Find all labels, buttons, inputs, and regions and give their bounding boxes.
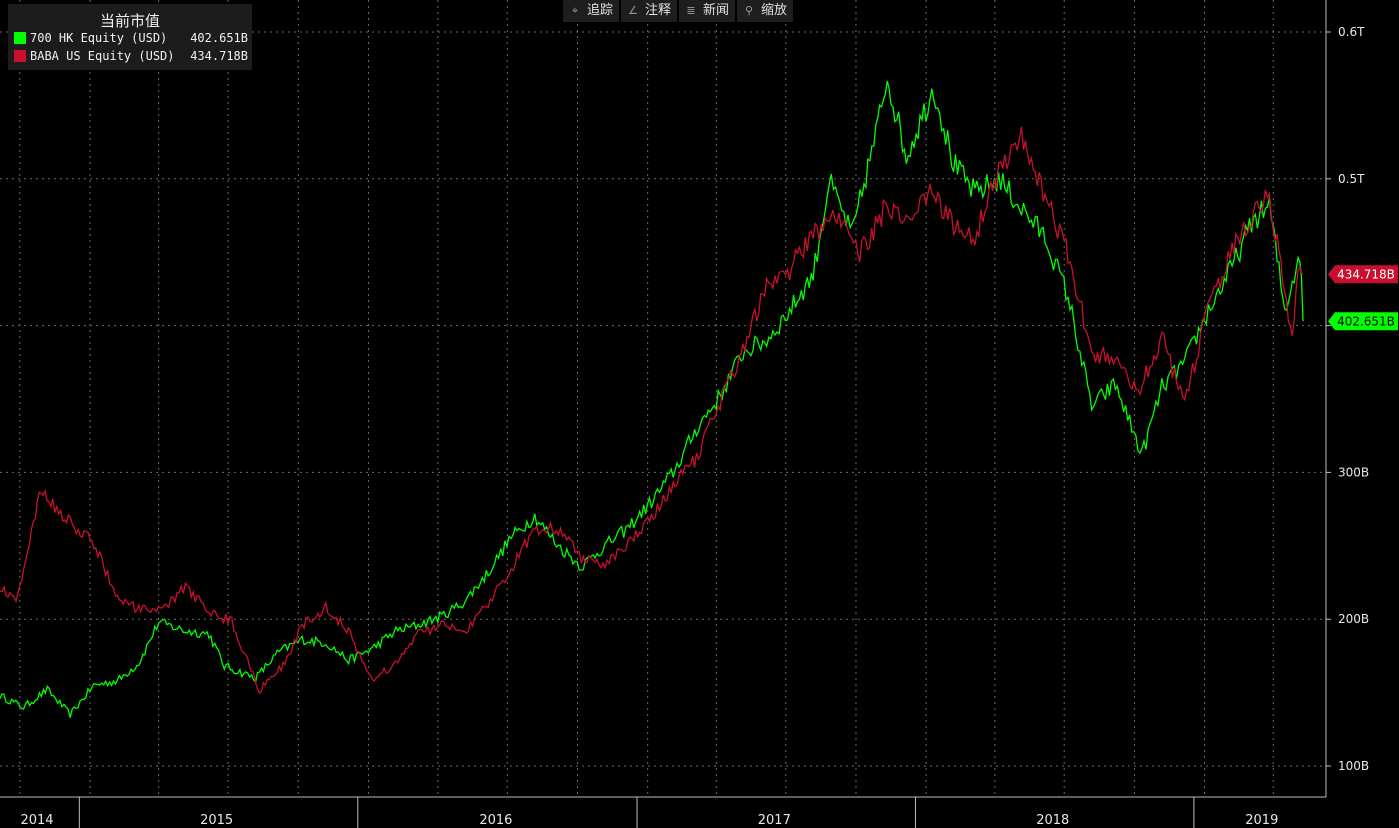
axes: 100B 200B 300B 0.5T 0.6T 2014 2015 2016 2017 2018… [0, 0, 1369, 828]
legend-item-name: BABA US Equity (USD) [30, 49, 175, 63]
legend-title: 当前市值 [99, 12, 160, 30]
legend-item-name: 700 HK Equity (USD) [30, 31, 168, 45]
x-tick-label: 2018 [1036, 813, 1069, 828]
x-tick-label: 2019 [1245, 813, 1278, 828]
y-tick-label: 200B [1338, 612, 1369, 626]
magnifier-icon: ⚲ [745, 4, 754, 17]
zoom-button-label: 缩放 [761, 3, 788, 18]
x-tick-label: 2016 [479, 813, 512, 828]
legend-item-value: 434.718B [190, 49, 248, 63]
series-line-0 [0, 80, 1304, 718]
legend-swatch-red [14, 50, 26, 62]
legend-item-value: 402.651B [190, 31, 248, 45]
series-lines [0, 80, 1304, 718]
x-tick-label: 2014 [20, 813, 53, 828]
news-button-label: 新闻 [703, 3, 730, 18]
crosshair-icon: ⌖ [571, 4, 579, 17]
annotate-button[interactable]: ∠ 注释 [621, 0, 678, 22]
grid-lines [0, 0, 1326, 797]
y-tick-label: 0.5T [1338, 172, 1365, 186]
last-value-callout-0: 402.651B [1328, 312, 1398, 331]
series-line-1 [0, 126, 1304, 695]
track-button[interactable]: ⌖ 追踪 [563, 0, 620, 22]
news-button[interactable]: ≣ 新闻 [679, 0, 736, 22]
last-value-callout-1: 434.718B [1328, 265, 1398, 284]
x-tick-label: 2017 [758, 813, 791, 828]
y-tick-label: 100B [1338, 759, 1369, 773]
pencil-icon: ∠ [628, 4, 638, 17]
last-value-badge [1328, 312, 1398, 331]
last-value-badge [1328, 265, 1398, 284]
zoom-button[interactable]: ⚲ 缩放 [737, 0, 794, 22]
chart-toolbar: ⌖ 追踪 ∠ 注释 ≣ 新闻 ⚲ 缩放 [563, 0, 794, 22]
x-tick-label: 2015 [200, 813, 233, 828]
track-button-label: 追踪 [587, 3, 614, 18]
legend: 当前市值 700 HK Equity (USD) 402.651B BABA U… [8, 4, 252, 70]
value-labels: 402.651B 434.718B [1328, 265, 1398, 331]
y-tick-label: 0.6T [1338, 25, 1365, 39]
legend-item-alibaba[interactable]: BABA US Equity (USD) 434.718B [14, 49, 252, 67]
y-tick-label: 300B [1338, 465, 1369, 479]
news-icon: ≣ [686, 4, 696, 17]
legend-swatch-green [14, 32, 26, 44]
last-value-label: 402.651B [1337, 315, 1395, 329]
legend-item-tencent[interactable]: 700 HK Equity (USD) 402.651B [14, 31, 252, 49]
last-value-label: 434.718B [1337, 268, 1395, 282]
annotate-button-label: 注释 [645, 3, 672, 18]
